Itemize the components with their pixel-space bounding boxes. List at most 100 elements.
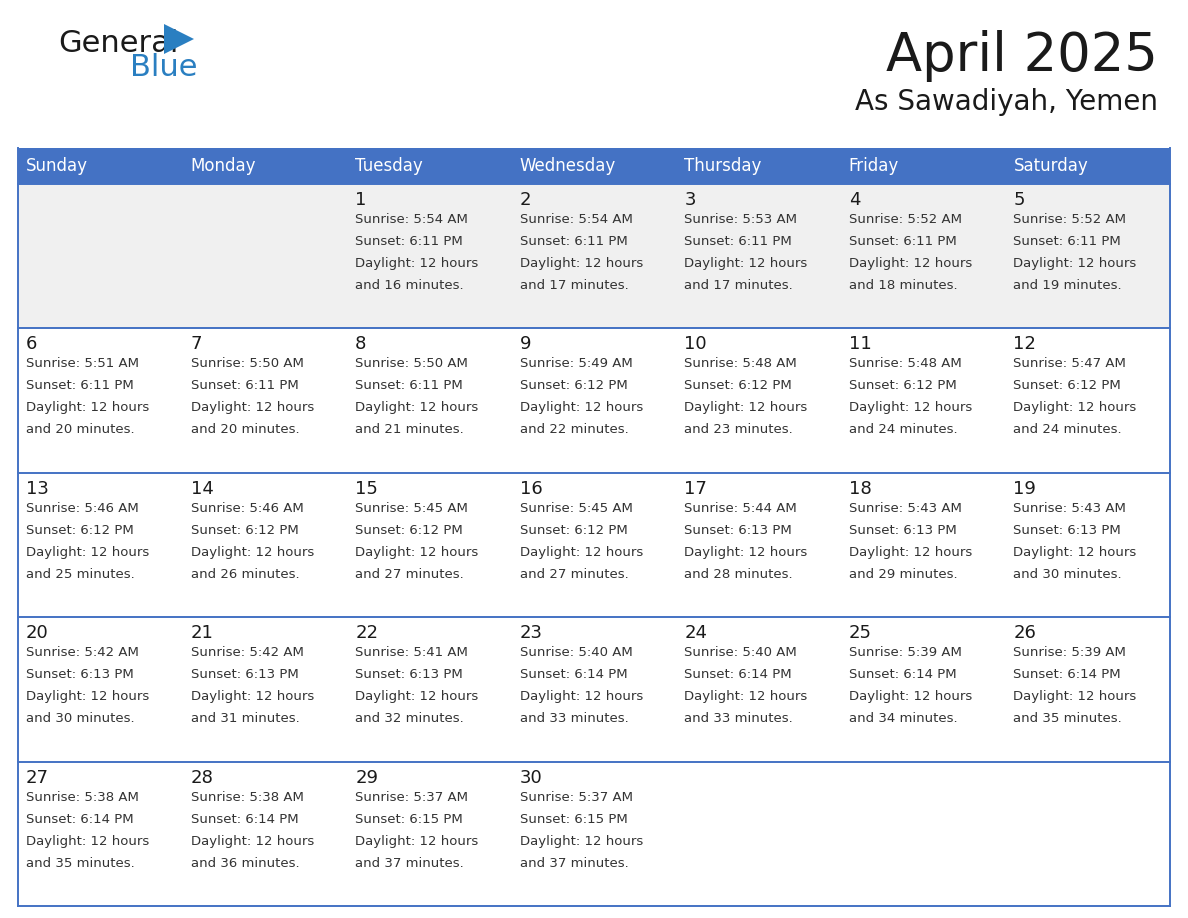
- Text: 28: 28: [190, 768, 214, 787]
- Bar: [18, 617, 183, 762]
- Text: Sunrise: 5:53 AM: Sunrise: 5:53 AM: [684, 213, 797, 226]
- Text: Sunset: 6:11 PM: Sunset: 6:11 PM: [1013, 235, 1121, 248]
- Text: Daylight: 12 hours: Daylight: 12 hours: [684, 401, 808, 414]
- Text: Daylight: 12 hours: Daylight: 12 hours: [519, 401, 643, 414]
- Bar: [18, 473, 183, 617]
- Text: 16: 16: [519, 480, 543, 498]
- Text: Daylight: 12 hours: Daylight: 12 hours: [849, 690, 972, 703]
- Text: Sunset: 6:13 PM: Sunset: 6:13 PM: [190, 668, 298, 681]
- Text: Daylight: 12 hours: Daylight: 12 hours: [355, 546, 479, 559]
- Bar: [18, 184, 183, 329]
- Text: and 37 minutes.: and 37 minutes.: [355, 856, 463, 869]
- Text: Sunrise: 5:46 AM: Sunrise: 5:46 AM: [26, 502, 139, 515]
- Text: Blue: Blue: [129, 53, 197, 82]
- Text: Sunrise: 5:39 AM: Sunrise: 5:39 AM: [1013, 646, 1126, 659]
- Text: Sunrise: 5:45 AM: Sunrise: 5:45 AM: [355, 502, 468, 515]
- Text: Daylight: 12 hours: Daylight: 12 hours: [684, 546, 808, 559]
- Bar: [1005, 184, 1170, 329]
- Text: Sunrise: 5:41 AM: Sunrise: 5:41 AM: [355, 646, 468, 659]
- Text: and 19 minutes.: and 19 minutes.: [1013, 279, 1121, 292]
- Text: 4: 4: [849, 191, 860, 209]
- Text: and 34 minutes.: and 34 minutes.: [849, 712, 958, 725]
- Text: Tuesday: Tuesday: [355, 157, 423, 175]
- Bar: [183, 148, 347, 184]
- Text: 25: 25: [849, 624, 872, 643]
- Bar: [347, 762, 512, 906]
- Text: and 31 minutes.: and 31 minutes.: [190, 712, 299, 725]
- Text: Daylight: 12 hours: Daylight: 12 hours: [519, 690, 643, 703]
- Text: and 32 minutes.: and 32 minutes.: [355, 712, 463, 725]
- Text: Sunrise: 5:45 AM: Sunrise: 5:45 AM: [519, 502, 632, 515]
- Text: 3: 3: [684, 191, 696, 209]
- Text: Daylight: 12 hours: Daylight: 12 hours: [355, 690, 479, 703]
- Text: Sunrise: 5:54 AM: Sunrise: 5:54 AM: [355, 213, 468, 226]
- Text: Friday: Friday: [849, 157, 899, 175]
- Bar: [183, 762, 347, 906]
- Text: Sunrise: 5:37 AM: Sunrise: 5:37 AM: [519, 790, 633, 803]
- Text: Sunrise: 5:52 AM: Sunrise: 5:52 AM: [1013, 213, 1126, 226]
- Bar: [347, 329, 512, 473]
- Text: and 33 minutes.: and 33 minutes.: [684, 712, 794, 725]
- Text: 5: 5: [1013, 191, 1025, 209]
- Text: Sunset: 6:14 PM: Sunset: 6:14 PM: [849, 668, 956, 681]
- Text: Daylight: 12 hours: Daylight: 12 hours: [1013, 690, 1137, 703]
- Text: Daylight: 12 hours: Daylight: 12 hours: [355, 401, 479, 414]
- Bar: [1005, 473, 1170, 617]
- Text: and 35 minutes.: and 35 minutes.: [26, 856, 134, 869]
- Text: Sunrise: 5:48 AM: Sunrise: 5:48 AM: [849, 357, 961, 370]
- Text: Sunrise: 5:52 AM: Sunrise: 5:52 AM: [849, 213, 962, 226]
- Text: 9: 9: [519, 335, 531, 353]
- Bar: [1005, 762, 1170, 906]
- Text: Sunset: 6:12 PM: Sunset: 6:12 PM: [355, 524, 463, 537]
- Text: 7: 7: [190, 335, 202, 353]
- Text: Sunset: 6:12 PM: Sunset: 6:12 PM: [190, 524, 298, 537]
- Bar: [183, 473, 347, 617]
- Bar: [676, 617, 841, 762]
- Text: Sunrise: 5:54 AM: Sunrise: 5:54 AM: [519, 213, 632, 226]
- Text: Daylight: 12 hours: Daylight: 12 hours: [190, 546, 314, 559]
- Text: 17: 17: [684, 480, 707, 498]
- Text: and 24 minutes.: and 24 minutes.: [1013, 423, 1121, 436]
- Text: 15: 15: [355, 480, 378, 498]
- Text: Sunrise: 5:50 AM: Sunrise: 5:50 AM: [355, 357, 468, 370]
- Text: Sunrise: 5:49 AM: Sunrise: 5:49 AM: [519, 357, 632, 370]
- Text: Daylight: 12 hours: Daylight: 12 hours: [849, 257, 972, 270]
- Text: and 24 minutes.: and 24 minutes.: [849, 423, 958, 436]
- Text: Daylight: 12 hours: Daylight: 12 hours: [26, 834, 150, 847]
- Text: and 36 minutes.: and 36 minutes.: [190, 856, 299, 869]
- Bar: [512, 617, 676, 762]
- Bar: [183, 329, 347, 473]
- Text: 22: 22: [355, 624, 378, 643]
- Text: Daylight: 12 hours: Daylight: 12 hours: [355, 257, 479, 270]
- Bar: [18, 148, 183, 184]
- Text: Sunset: 6:13 PM: Sunset: 6:13 PM: [684, 524, 792, 537]
- Text: Daylight: 12 hours: Daylight: 12 hours: [26, 546, 150, 559]
- Text: Sunset: 6:11 PM: Sunset: 6:11 PM: [355, 235, 463, 248]
- Bar: [676, 184, 841, 329]
- Text: 21: 21: [190, 624, 214, 643]
- Text: Sunset: 6:11 PM: Sunset: 6:11 PM: [190, 379, 298, 392]
- Text: Sunrise: 5:51 AM: Sunrise: 5:51 AM: [26, 357, 139, 370]
- Text: and 30 minutes.: and 30 minutes.: [1013, 568, 1121, 581]
- Text: 14: 14: [190, 480, 214, 498]
- Bar: [676, 148, 841, 184]
- Bar: [841, 148, 1005, 184]
- Bar: [512, 148, 676, 184]
- Text: 13: 13: [26, 480, 49, 498]
- Text: Sunrise: 5:46 AM: Sunrise: 5:46 AM: [190, 502, 303, 515]
- Text: Sunset: 6:14 PM: Sunset: 6:14 PM: [26, 812, 133, 825]
- Text: Daylight: 12 hours: Daylight: 12 hours: [190, 401, 314, 414]
- Text: 8: 8: [355, 335, 367, 353]
- Text: 6: 6: [26, 335, 37, 353]
- Bar: [841, 329, 1005, 473]
- Text: April 2025: April 2025: [886, 30, 1158, 82]
- Text: and 20 minutes.: and 20 minutes.: [190, 423, 299, 436]
- Bar: [512, 184, 676, 329]
- Text: Sunset: 6:14 PM: Sunset: 6:14 PM: [684, 668, 792, 681]
- Text: Sunset: 6:11 PM: Sunset: 6:11 PM: [849, 235, 956, 248]
- Text: and 16 minutes.: and 16 minutes.: [355, 279, 463, 292]
- Bar: [512, 473, 676, 617]
- Text: Sunset: 6:14 PM: Sunset: 6:14 PM: [190, 812, 298, 825]
- Text: Sunset: 6:13 PM: Sunset: 6:13 PM: [26, 668, 134, 681]
- Bar: [841, 184, 1005, 329]
